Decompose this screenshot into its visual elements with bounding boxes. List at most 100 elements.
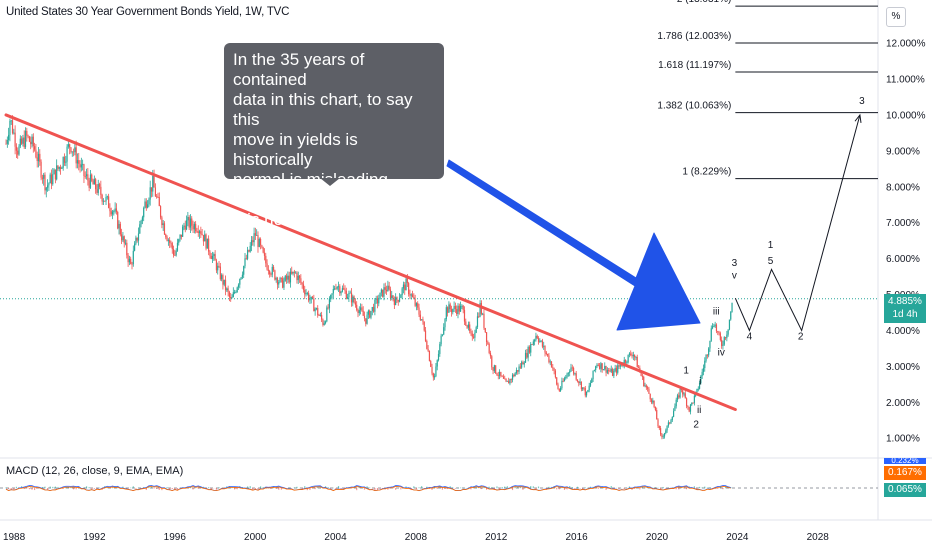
elliott-wave-label: 1 <box>768 240 774 251</box>
candle-body <box>227 288 229 293</box>
candle-body <box>8 134 10 141</box>
candle-body <box>548 355 550 363</box>
candle-body <box>322 319 324 325</box>
candle-body <box>383 287 385 297</box>
candle-body <box>413 296 415 299</box>
macd-histogram-bar <box>657 487 659 489</box>
candle-body <box>232 292 234 298</box>
macd-histogram-bar <box>405 486 407 489</box>
macd-histogram-bar <box>98 487 101 489</box>
candle-body <box>457 305 459 315</box>
macd-histogram-bar <box>246 486 249 489</box>
macd-histogram-bar <box>226 486 228 489</box>
candle-body <box>518 366 520 372</box>
candle-body <box>589 382 592 386</box>
candle-body <box>250 240 253 246</box>
candle-body <box>687 406 689 407</box>
candle-body <box>278 282 280 285</box>
candle-body <box>121 234 123 241</box>
candle-body <box>727 329 729 335</box>
candle-body <box>344 289 346 291</box>
candle-body <box>570 367 572 372</box>
macd-histogram-bar <box>704 486 706 489</box>
candle-body <box>197 231 199 233</box>
candle-body <box>343 288 345 290</box>
elliott-wave-label: 4 <box>747 331 753 342</box>
macd-histogram-bar <box>379 488 381 489</box>
candle-body <box>489 353 492 357</box>
macd-histogram-bar <box>662 486 664 489</box>
candle-body <box>209 251 211 256</box>
candle-body <box>204 234 206 242</box>
candle-body <box>371 306 373 312</box>
percent-scale-toggle[interactable]: % <box>886 7 906 27</box>
macd-histogram-bar <box>709 487 711 489</box>
candle-body <box>702 368 705 372</box>
macd-histogram-bar <box>67 487 69 489</box>
candle-body <box>237 284 240 288</box>
candle-body <box>236 287 238 293</box>
macd-histogram-bar <box>717 488 719 489</box>
candle-body <box>661 434 663 437</box>
macd-histogram-bar <box>387 488 389 490</box>
macd-histogram-bar <box>57 486 59 489</box>
candle-body <box>522 362 524 365</box>
candle-body <box>663 433 666 437</box>
macd-histogram-bar <box>530 486 532 489</box>
macd-legend[interactable]: MACD (12, 26, close, 9, EMA, EMA) <box>6 465 184 477</box>
candle-body <box>513 374 515 377</box>
candle-body <box>93 179 95 185</box>
price-tick-label: 7.000% <box>886 218 920 229</box>
macd-histogram-bar <box>176 488 179 490</box>
candle-body <box>488 344 490 354</box>
candle-body <box>166 237 168 241</box>
candle-body <box>89 174 92 188</box>
candle-body <box>650 399 653 403</box>
descending-trendline[interactable] <box>4 113 737 412</box>
candle-body <box>274 270 276 280</box>
fib-level-label: 1.618 (11.197%) <box>658 60 731 71</box>
macd-histogram-bar <box>218 487 220 489</box>
elliott-wave-label: iv <box>718 348 725 359</box>
macd-histogram-bar <box>319 487 321 489</box>
candle-body <box>300 278 302 283</box>
candle-body <box>176 242 179 251</box>
candle-body <box>345 290 347 299</box>
candle-body <box>105 196 107 202</box>
candle-body <box>285 275 288 280</box>
candle-body <box>630 353 632 356</box>
price-axis[interactable]: 1.000%2.000%3.000%4.000%5.000%6.000%7.00… <box>886 39 926 445</box>
macd-histogram-bar <box>610 486 612 489</box>
candle-body <box>715 324 718 332</box>
macd-histogram-bar <box>459 487 462 489</box>
candle-body <box>613 370 615 376</box>
candle-body <box>605 365 607 373</box>
candle-body <box>595 366 597 371</box>
elliott-projection-path[interactable] <box>734 114 861 332</box>
macd-histogram-bar <box>447 488 449 490</box>
blue-arrow-annotation[interactable] <box>446 159 701 331</box>
callout-note[interactable]: In the 35 years of contained data in thi… <box>224 43 444 229</box>
time-tick-label: 2028 <box>807 532 830 543</box>
candle-body <box>367 310 369 315</box>
candle-body <box>450 309 453 313</box>
macd-histogram-bar <box>592 486 594 489</box>
candle-body <box>243 266 245 275</box>
macd-histogram-bar <box>613 488 615 489</box>
macd-histogram-bar <box>13 488 15 490</box>
candle-body <box>101 194 103 202</box>
candle-body <box>106 196 108 198</box>
macd-histogram-bar <box>135 488 137 489</box>
macd-histogram-bar <box>696 488 698 490</box>
candle-body <box>697 388 699 390</box>
candle-body <box>134 243 136 251</box>
candle-body <box>146 204 149 208</box>
candle-body <box>636 356 638 368</box>
macd-histogram-bar <box>171 488 173 490</box>
candle-body <box>284 275 286 281</box>
time-axis[interactable]: 1988 1992 1996 2000 2004 2008 2012 2016 2020 2024… <box>3 532 829 543</box>
candle-body <box>66 146 68 162</box>
candle-body <box>672 411 675 417</box>
candle-body <box>440 335 442 345</box>
macd-histogram-bar <box>189 487 192 489</box>
